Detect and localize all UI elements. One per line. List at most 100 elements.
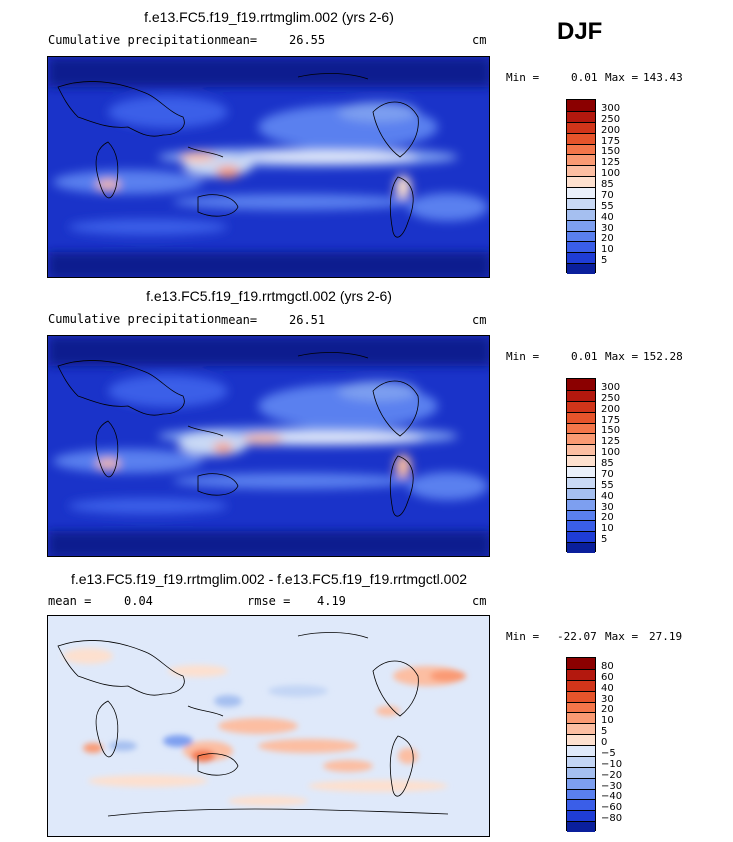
colorbar-swatch	[567, 154, 595, 166]
colorbar-swatch	[567, 734, 595, 745]
panel-1-colorbar	[566, 99, 596, 274]
colorbar-swatch	[567, 241, 595, 253]
colorbar-label: 10	[601, 715, 614, 727]
colorbar-label: 0	[601, 737, 608, 748]
panel-1-min-label: Min =	[506, 71, 540, 84]
colorbar-label: 20	[601, 233, 614, 245]
colorbar-label: 200	[601, 403, 621, 415]
colorbar-label: 55	[601, 200, 614, 212]
colorbar-label: 300	[601, 102, 621, 114]
colorbar-label: 175	[601, 135, 621, 147]
colorbar-label: 85	[601, 458, 614, 469]
colorbar-swatch	[567, 197, 595, 209]
colorbar-label: 300	[601, 381, 621, 393]
panel-1-precip-map	[47, 56, 490, 278]
colorbar-swatch	[567, 668, 595, 680]
panel-2-min-value: 0.01	[571, 350, 598, 363]
colorbar-label: 55	[601, 479, 614, 491]
colorbar-swatch	[567, 542, 595, 553]
colorbar-swatch	[567, 723, 595, 735]
panel-1-max-value: 143.43	[643, 71, 683, 84]
colorbar-swatch	[567, 821, 595, 832]
panel-2-title: f.e13.FC5.f19_f19.rrtmgctl.002 (yrs 2-6)	[146, 288, 392, 304]
colorbar-label: −60	[601, 802, 623, 814]
colorbar-label: 40	[601, 490, 614, 502]
panel-1-mean-label: mean=	[221, 33, 258, 47]
panel-2-mean-value: 26.51	[289, 313, 326, 327]
colorbar-swatch	[567, 810, 595, 822]
colorbar-swatch	[567, 658, 595, 669]
colorbar-label: −40	[601, 791, 623, 803]
colorbar-swatch	[567, 755, 595, 767]
colorbar-swatch	[567, 766, 595, 778]
colorbar-label: 30	[601, 501, 614, 513]
panel-2-mean-label: mean=	[221, 313, 258, 327]
colorbar-swatch	[567, 788, 595, 800]
panel-3-mean-label: mean =	[48, 594, 92, 608]
colorbar-swatch	[567, 520, 595, 532]
panel-2-units: cm	[472, 313, 487, 327]
colorbar-label: 85	[601, 179, 614, 190]
colorbar-label: 250	[601, 392, 621, 404]
colorbar-swatch	[567, 799, 595, 811]
colorbar-swatch	[567, 476, 595, 488]
colorbar-swatch	[567, 455, 595, 466]
colorbar-label: 100	[601, 168, 621, 180]
colorbar-label: 60	[601, 671, 614, 683]
colorbar-swatch	[567, 121, 595, 133]
colorbar-swatch	[567, 498, 595, 510]
panel-3-max-value: 27.19	[649, 630, 683, 643]
colorbar-swatch	[567, 487, 595, 499]
panel-3-mean-value: 0.04	[124, 594, 153, 608]
colorbar-swatch	[567, 466, 595, 477]
panel-1-subtitle: Cumulative precipitation	[48, 33, 222, 47]
colorbar-swatch	[567, 187, 595, 198]
colorbar-label: 5	[601, 255, 608, 267]
colorbar-swatch	[567, 712, 595, 724]
colorbar-label: 10	[601, 244, 614, 256]
season-label: DJF	[557, 18, 603, 45]
colorbar-swatch	[567, 263, 595, 274]
colorbar-swatch	[567, 531, 595, 543]
colorbar-swatch	[567, 219, 595, 231]
panel-3-title: f.e13.FC5.f19_f19.rrtmglim.002 - f.e13.F…	[70, 571, 468, 587]
colorbar-label: 175	[601, 414, 621, 426]
colorbar-swatch	[567, 433, 595, 445]
colorbar-swatch	[567, 208, 595, 220]
panel-1-units: cm	[472, 33, 487, 47]
colorbar-label: −20	[601, 769, 623, 781]
colorbar-label: 125	[601, 436, 621, 448]
panel-3-min-value: -22.07	[557, 630, 597, 643]
colorbar-label: 5	[601, 534, 608, 546]
colorbar-label: 200	[601, 124, 621, 136]
colorbar-label: 150	[601, 146, 621, 158]
panel-3-difference-map	[47, 615, 490, 837]
panel-1-title: f.e13.FC5.f19_f19.rrtmglim.002 (yrs 2-6)	[144, 9, 394, 25]
colorbar-swatch	[567, 100, 595, 111]
colorbar-swatch	[567, 389, 595, 401]
colorbar-swatch	[567, 411, 595, 423]
colorbar-swatch	[567, 379, 595, 390]
colorbar-swatch	[567, 132, 595, 144]
colorbar-swatch	[567, 400, 595, 412]
colorbar-label: 20	[601, 512, 614, 524]
colorbar-label: 250	[601, 113, 621, 125]
colorbar-swatch	[567, 745, 595, 756]
panel-3-max-label: Max =	[605, 630, 639, 643]
colorbar-swatch	[567, 230, 595, 242]
colorbar-swatch	[567, 444, 595, 456]
panel-1-max-label: Max =	[605, 71, 639, 84]
panel-3-units: cm	[472, 594, 487, 608]
panel-2-min-label: Min =	[506, 350, 540, 363]
colorbar-label: 100	[601, 447, 621, 459]
colorbar-swatch	[567, 176, 595, 187]
colorbar-label: 150	[601, 425, 621, 437]
panel-1-min-value: 0.01	[571, 71, 598, 84]
colorbar-swatch	[567, 509, 595, 521]
colorbar-label: 30	[601, 693, 614, 705]
colorbar-label: 125	[601, 157, 621, 169]
colorbar-label: 20	[601, 704, 614, 716]
colorbar-swatch	[567, 701, 595, 713]
colorbar-swatch	[567, 110, 595, 122]
colorbar-swatch	[567, 252, 595, 264]
